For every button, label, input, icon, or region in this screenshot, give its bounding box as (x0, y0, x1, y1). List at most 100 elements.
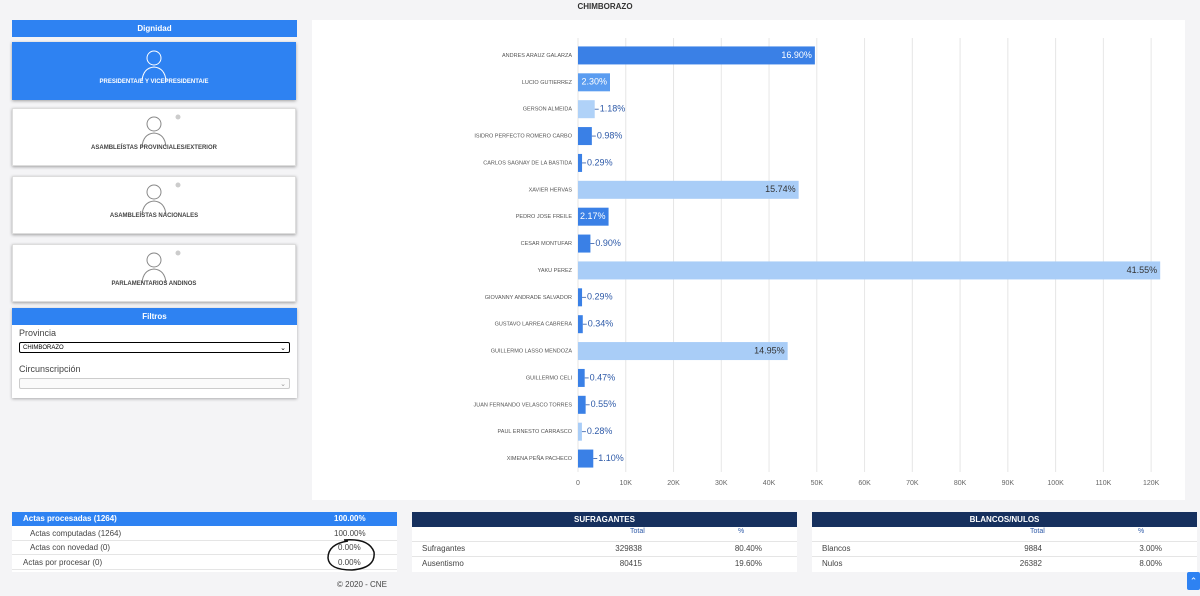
y-tick-label: PAUL ERNESTO CARRASCO (498, 429, 573, 435)
bar (578, 261, 1161, 280)
data-label: 1.10% (598, 453, 624, 463)
bar (578, 422, 582, 441)
option-card[interactable]: ASAMBLEÍSTAS PROVINCIALES/EXTERIOR (12, 108, 296, 166)
column-header: Total (630, 528, 645, 535)
bar (578, 342, 788, 361)
actas-row: Actas computadas (1264) 100.00% (12, 527, 397, 541)
table-row (412, 541, 797, 557)
option-label: ASAMBLEÍSTAS NACIONALES (109, 213, 199, 219)
data-label: 0.98% (597, 130, 623, 140)
cell: Actas procesadas (1264) (23, 514, 117, 523)
scroll-top-button[interactable]: ⌃ (1187, 572, 1200, 590)
y-tick-label: GUILLERMO CELI (526, 375, 573, 381)
y-tick-label: GERSON ALMEIDA (523, 107, 573, 113)
data-label: 0.28% (587, 426, 613, 436)
sufragantes-table: SUFRAGANTES Total% Sufragantes 329838 80.40%… (412, 512, 797, 572)
y-tick-label: ANDRES ARAUZ GALARZA (502, 53, 572, 59)
y-tick-label: ISIDRO PERFECTO ROMERO CARBO (474, 134, 572, 140)
bar (578, 368, 585, 387)
x-tick-label: 50K (811, 480, 824, 487)
column-header: % (738, 528, 745, 535)
option-card[interactable]: PARLAMENTARIOS ANDINOS (12, 244, 296, 302)
table-header: SUFRAGANTES (412, 512, 797, 527)
dignidad-header: Dignidad (12, 20, 297, 37)
x-tick-label: 0 (576, 480, 580, 487)
table-row (812, 556, 1197, 572)
y-tick-label: YAKU PEREZ (538, 268, 573, 274)
cell: 9884 (1024, 544, 1042, 553)
bar (578, 153, 583, 172)
person-icon (141, 250, 181, 283)
option-label: PRESIDENTA/E Y VICEPRESIDENTA/E (99, 79, 209, 85)
hand-drawn-circle (327, 539, 375, 571)
actas-row: Actas con novedad (0) 0.00% (12, 541, 397, 555)
provincia-label: Provincia (19, 328, 57, 338)
chart: 0 10K 20K 30K 40K 50K 60K 70K 80K 90K 100K 110K 120K… (473, 38, 1161, 487)
blancos-nulos-table: BLANCOS/NULOS Total% Blancos 9884 3.00% Nulos… (812, 512, 1197, 572)
data-label: 0.47% (590, 372, 616, 382)
x-tick-label: 40K (763, 480, 776, 487)
bar (578, 127, 592, 146)
data-label: 2.30% (581, 77, 607, 87)
bar (578, 288, 583, 307)
option-card[interactable]: PRESIDENTA/E Y VICEPRESIDENTA/E (12, 42, 296, 100)
chart-panel: 0 10K 20K 30K 40K 50K 60K 70K 80K 90K 100K 110K 120K… (312, 20, 1185, 500)
person-icon (141, 50, 167, 81)
x-tick-label: 10K (620, 480, 633, 487)
filters-panel: Filtros Provincia CHIMBORAZO ⌄ Circunscri… (12, 308, 297, 398)
column-header: Total (1030, 528, 1045, 535)
y-tick-label: GUILLERMO LASSO MENDOZA (491, 349, 573, 355)
x-tick-label: 20K (667, 480, 680, 487)
x-tick-label: 60K (858, 480, 871, 487)
y-tick-label: GIOVANNY ANDRADE SALVADOR (485, 295, 572, 301)
data-label: 1.18% (600, 104, 626, 114)
data-label: 0.29% (587, 292, 613, 302)
cell: 0.00% (338, 543, 361, 552)
x-tick-label: 70K (906, 480, 919, 487)
y-tick-label: LUCIO GUTIERREZ (522, 80, 573, 86)
y-tick-label: CARLOS SAGNAY DE LA BASTIDA (483, 160, 572, 166)
actas-row: Actas por procesar (0) 0.00% (12, 556, 397, 570)
person-icon (141, 114, 181, 147)
cell: 19.60% (734, 559, 762, 568)
y-tick-label: JUAN FERNANDO VELASCO TORRES (473, 402, 572, 408)
data-label: 0.55% (591, 399, 617, 409)
provincia-select[interactable]: CHIMBORAZO ⌄ (19, 342, 290, 353)
x-tick-label: 110K (1095, 480, 1111, 487)
cell: Sufragantes (422, 544, 466, 553)
bar (578, 234, 591, 253)
data-label: 2.17% (580, 211, 606, 221)
y-tick-label: GUSTAVO LARREA CABRERA (495, 322, 573, 328)
cell: Blancos (822, 544, 851, 553)
filters-header: Filtros (12, 308, 297, 325)
actas-header: Actas procesadas (1264) 100.00% (12, 512, 397, 526)
x-tick-label: 90K (1002, 480, 1015, 487)
cell: 80.40% (734, 544, 762, 553)
bar (578, 180, 799, 199)
bar (578, 449, 594, 468)
y-tick-label: XAVIER HERVAS (529, 187, 573, 193)
option-label: PARLAMENTARIOS ANDINOS (111, 281, 197, 287)
cell: 0.00% (338, 558, 361, 567)
x-tick-label: 100K (1047, 480, 1064, 487)
data-label: 16.90% (781, 50, 812, 60)
cell: Actas por procesar (0) (23, 558, 103, 567)
table-row (812, 541, 1197, 557)
cell: 8.00% (1139, 559, 1162, 568)
table-header: BLANCOS/NULOS (812, 512, 1197, 527)
cell: Ausentismo (422, 559, 464, 568)
cell: 100.00% (334, 529, 366, 538)
footer: © 2020 - CNE (337, 580, 387, 589)
cell: 100.00% (334, 514, 366, 523)
data-label: 41.55% (1127, 265, 1158, 275)
bar (578, 207, 609, 226)
bar (578, 395, 586, 414)
circunscripcion-select[interactable]: ⌄ (19, 378, 290, 389)
cell: 80415 (619, 559, 642, 568)
cell: 26382 (1019, 559, 1042, 568)
data-label: 0.29% (587, 157, 613, 167)
x-tick-label: 120K (1143, 480, 1160, 487)
option-card[interactable]: ASAMBLEÍSTAS NACIONALES (12, 176, 296, 234)
data-label: 0.34% (588, 319, 614, 329)
